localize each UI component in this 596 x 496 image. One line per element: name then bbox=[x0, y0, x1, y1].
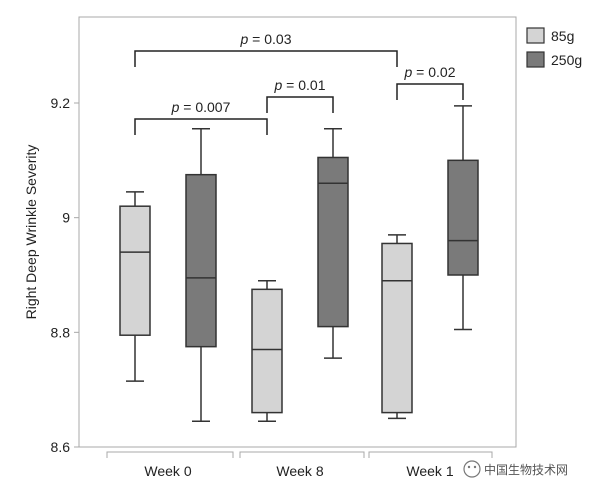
category-bracket bbox=[239, 451, 365, 458]
significance-bracket bbox=[134, 50, 398, 67]
p-value-annotation: p = 0.03 bbox=[134, 31, 398, 67]
box-body bbox=[317, 156, 349, 328]
p-value-label: p = 0.01 bbox=[274, 77, 326, 93]
significance-bracket bbox=[134, 118, 268, 135]
p-value: = 0.02 bbox=[412, 64, 455, 80]
watermark-icon-eye-left bbox=[467, 465, 471, 469]
p-symbol: p bbox=[240, 31, 249, 47]
p-value-label: p = 0.02 bbox=[404, 64, 456, 80]
significance-bracket bbox=[396, 83, 464, 100]
p-value-label: p = 0.03 bbox=[240, 31, 292, 47]
plot-frame bbox=[78, 16, 517, 448]
box-85g-week-16 bbox=[381, 234, 413, 420]
box-body bbox=[185, 173, 217, 348]
box-250g-week-16 bbox=[447, 105, 479, 331]
watermark: 中国生物技术网 bbox=[463, 460, 568, 478]
box-body bbox=[251, 288, 283, 414]
legend-label: 250g bbox=[551, 52, 582, 68]
y-tick-label: 8.8 bbox=[51, 324, 71, 340]
box-85g-week-8 bbox=[251, 279, 283, 422]
p-symbol: p bbox=[274, 77, 283, 93]
p-value: = 0.01 bbox=[282, 77, 325, 93]
watermark-icon bbox=[463, 460, 481, 478]
p-symbol: p bbox=[404, 64, 413, 80]
box-250g-week-0 bbox=[185, 128, 217, 422]
category-label: Week 0 bbox=[144, 463, 191, 479]
box-85g-week-0 bbox=[119, 191, 151, 382]
p-value-annotation: p = 0.02 bbox=[396, 64, 464, 100]
box-plots bbox=[119, 105, 479, 422]
p-value-label: p = 0.007 bbox=[171, 99, 231, 115]
watermark-text: 中国生物技术网 bbox=[484, 462, 568, 477]
x-axis: Week 0 Week 8 Week 1 bbox=[106, 451, 493, 479]
category-bracket bbox=[368, 451, 493, 458]
box-body bbox=[119, 205, 151, 336]
legend-label: 85g bbox=[551, 28, 574, 44]
p-value-annotation: p = 0.007 bbox=[134, 99, 268, 135]
y-tick-label: 8.6 bbox=[51, 439, 71, 455]
box-body bbox=[447, 159, 479, 276]
legend-swatch bbox=[526, 27, 545, 44]
watermark-icon-eye-right bbox=[473, 465, 477, 469]
category-label: Week 8 bbox=[276, 463, 323, 479]
significance-bracket bbox=[266, 96, 334, 113]
y-axis: 8.6 8.8 9 9.2 bbox=[51, 95, 79, 455]
box-250g-week-8 bbox=[317, 128, 349, 359]
p-value-annotation: p = 0.01 bbox=[266, 77, 334, 113]
legend-swatch bbox=[526, 51, 545, 68]
box-body bbox=[381, 242, 413, 414]
category-bracket bbox=[106, 451, 234, 458]
y-tick-label: 9 bbox=[62, 210, 70, 226]
category-label: Week 1 bbox=[406, 463, 453, 479]
p-value: = 0.03 bbox=[248, 31, 291, 47]
p-symbol: p bbox=[171, 99, 180, 115]
y-tick-label: 9.2 bbox=[51, 95, 71, 111]
legend: 85g 250g bbox=[526, 27, 582, 68]
p-value: = 0.007 bbox=[179, 99, 230, 115]
y-axis-label: Right Deep Wrinkle Severity bbox=[23, 145, 39, 320]
